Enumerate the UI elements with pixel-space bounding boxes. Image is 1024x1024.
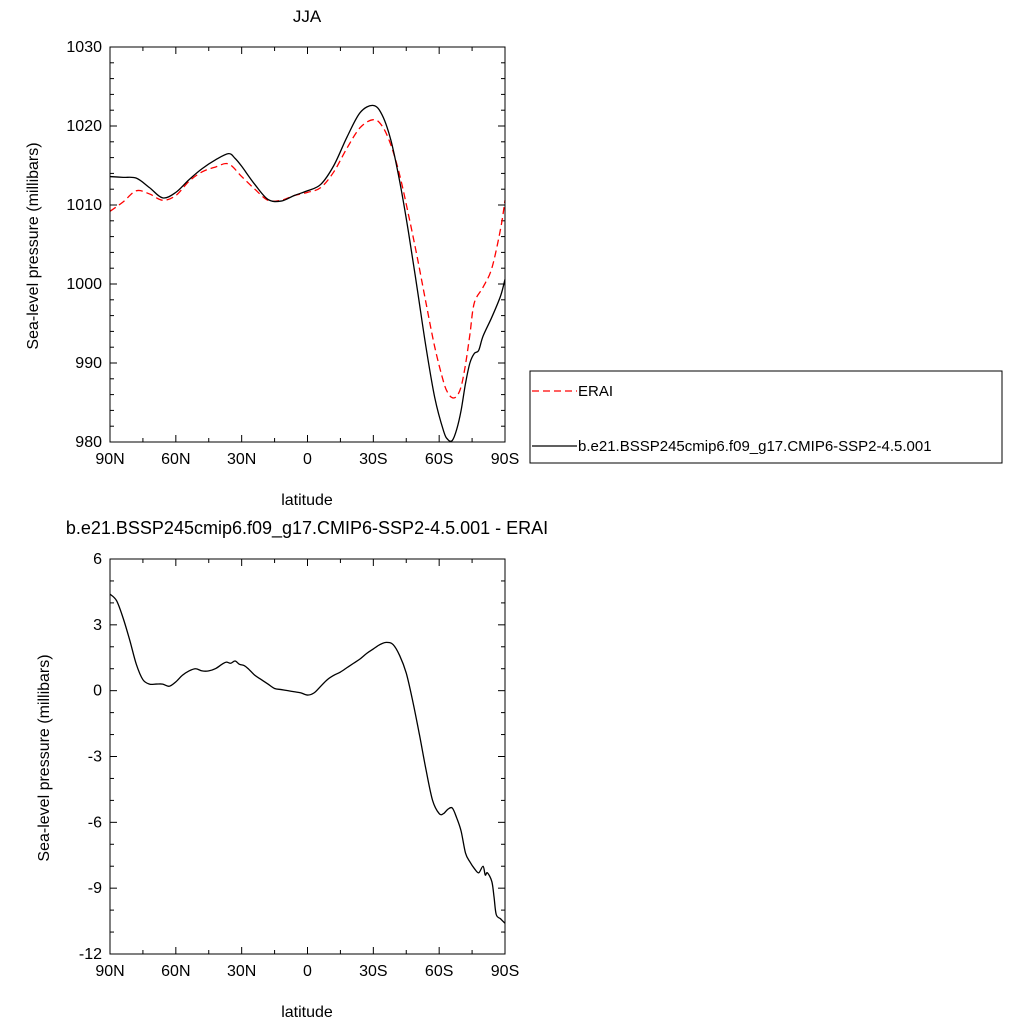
y-tick-label: 990 [75, 355, 102, 372]
y-axis-label: Sea-level pressure (millibars) [25, 142, 42, 349]
x-tick-label: 30S [359, 963, 387, 980]
legend-label-model: b.e21.BSSP245cmip6.f09_g17.CMIP6-SSP2-4.… [578, 438, 932, 455]
series-group [109, 593, 506, 924]
x-tick-label: 90N [95, 963, 124, 980]
x-tick-label: 30N [227, 963, 256, 980]
axis-ticks: 90N 60N 30N 0 30S 60S 90S 980 990 1000 1010 1020 103… [66, 39, 519, 468]
x-tick-label: 60S [425, 963, 453, 980]
y-tick-label: 1000 [66, 276, 102, 293]
y-tick-label: 6 [93, 551, 102, 568]
x-tick-label: 60N [161, 963, 190, 980]
panel-top: JJA latitude Sea-level pressure (milliba… [25, 7, 519, 509]
x-axis-label: latitude [281, 492, 333, 509]
legend: ERAI b.e21.BSSP245cmip6.f09_g17.CMIP6-SS… [529, 370, 1003, 464]
x-tick-label: 90S [491, 451, 519, 468]
chart-title: b.e21.BSSP245cmip6.f09_g17.CMIP6-SSP2-4.… [66, 518, 548, 539]
x-tick-label: 60N [161, 451, 190, 468]
y-tick-label: 1010 [66, 197, 102, 214]
x-tick-label: 90S [491, 963, 519, 980]
y-tick-label: 1020 [66, 118, 102, 135]
panel-bottom: b.e21.BSSP245cmip6.f09_g17.CMIP6-SSP2-4.… [36, 518, 548, 1021]
y-tick-label: -3 [88, 749, 102, 766]
x-tick-label: 0 [303, 963, 312, 980]
axis-ticks: 90N 60N 30N 0 30S 60S 90S -12 -9 -6 -3 0 3 6 [79, 551, 519, 980]
x-tick-label: 30S [359, 451, 387, 468]
y-tick-label: -6 [88, 814, 102, 831]
x-axis-label: latitude [281, 1004, 333, 1021]
y-tick-label: 1030 [66, 39, 102, 56]
plot-frame [109, 558, 506, 955]
legend-box [529, 370, 1003, 464]
y-tick-label: 980 [75, 434, 102, 451]
legend-label-erai: ERAI [578, 383, 613, 400]
series-line-difference [109, 593, 506, 924]
series-line-b-e21-bssp245cmip6-f09-g17-cmip6-ssp2-4-5-001 [109, 104, 506, 442]
y-tick-label: -12 [79, 946, 102, 963]
x-tick-label: 30N [227, 451, 256, 468]
series-line-erai [109, 119, 506, 399]
x-tick-label: 0 [303, 451, 312, 468]
y-tick-label: 3 [93, 617, 102, 634]
x-tick-label: 60S [425, 451, 453, 468]
plot-frame [109, 46, 506, 443]
y-tick-label: 0 [93, 683, 102, 700]
series-group [109, 104, 506, 442]
x-tick-label: 90N [95, 451, 124, 468]
y-axis-label: Sea-level pressure (millibars) [36, 654, 53, 861]
chart-title: JJA [293, 7, 322, 26]
y-tick-label: -9 [88, 880, 102, 897]
